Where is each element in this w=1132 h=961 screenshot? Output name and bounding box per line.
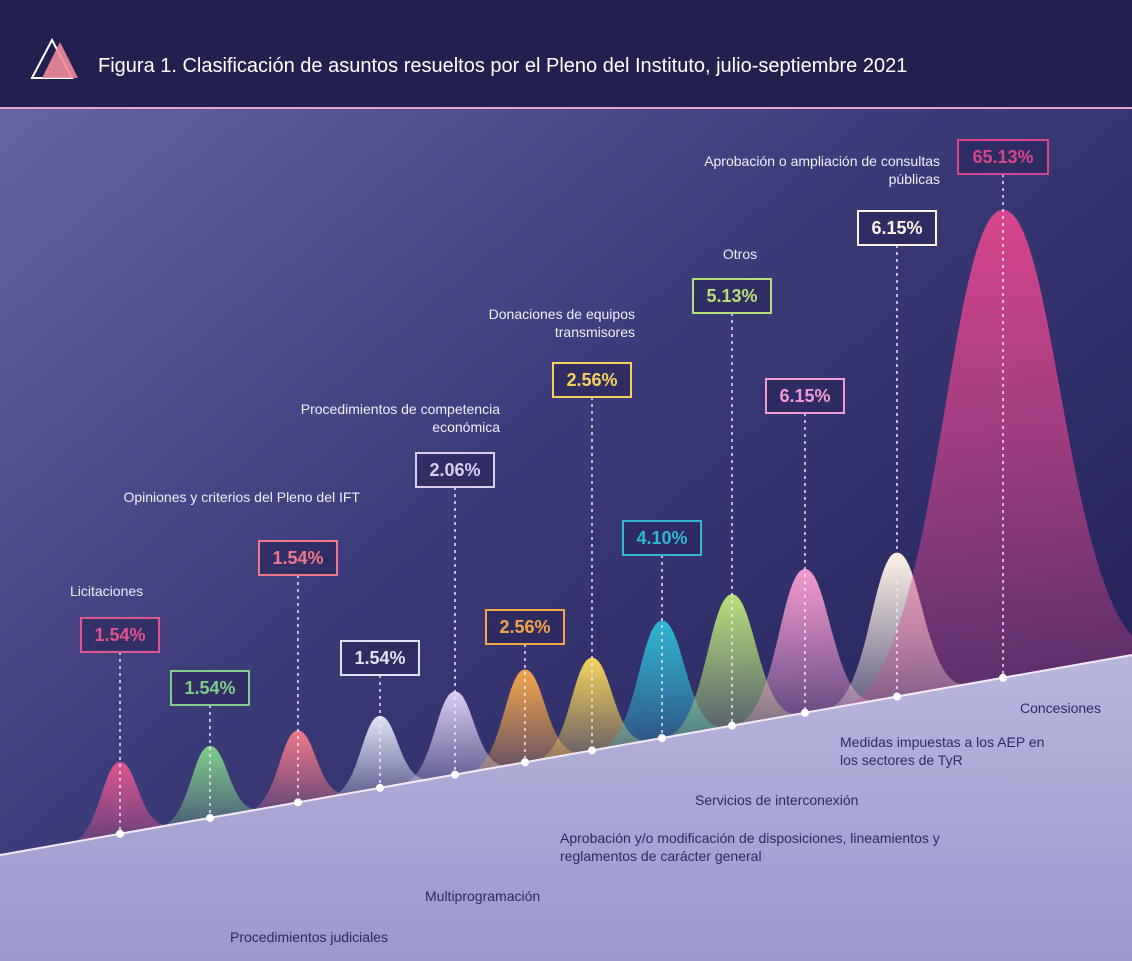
peaks	[69, 209, 1132, 843]
category-label: Otros	[722, 246, 758, 262]
value-box	[692, 278, 772, 314]
category-label: Licitaciones	[70, 583, 144, 599]
value-box	[258, 540, 338, 576]
value-label: 4.10%	[636, 528, 687, 548]
peak	[69, 761, 171, 843]
labels: 1.54% 1.54% 1.54% 1.54% 2.06% 2.56% 2.56% 4.10%…	[80, 139, 1049, 838]
anchor-dot	[116, 829, 124, 838]
anchor-dot	[893, 692, 901, 701]
peak	[734, 568, 876, 726]
anchor-dot	[588, 746, 596, 755]
category-label: Donaciones de equipos transmisores	[488, 306, 635, 340]
category-label: Procedimientos judiciales	[230, 929, 388, 945]
value-label: 2.06%	[429, 460, 480, 480]
anchor-dot	[294, 798, 302, 807]
category-label: Multiprogramación	[425, 888, 541, 904]
anchor-dot	[658, 734, 666, 743]
category-label: Aprobación y/o modificación de disposici…	[560, 830, 940, 864]
value-label: 65.13%	[972, 147, 1033, 167]
anchor-dot	[999, 673, 1007, 682]
chart-title: Figura 1. Clasificación de asuntos resue…	[98, 55, 907, 77]
value-box	[552, 362, 632, 398]
anchor-dot	[376, 783, 384, 792]
value-box	[170, 670, 250, 706]
ground	[0, 655, 1132, 961]
peak	[329, 715, 431, 797]
value-box	[415, 452, 495, 488]
value-box	[340, 640, 420, 676]
category-label: Opiniones y criterios del Pleno del IFT	[123, 489, 360, 505]
baseline	[0, 654, 1132, 856]
peak	[247, 730, 349, 812]
value-label: 1.54%	[354, 648, 405, 668]
value-label: 1.54%	[272, 548, 323, 568]
logo-fill	[42, 42, 78, 78]
value-box	[957, 139, 1049, 175]
anchor-dot	[801, 708, 809, 717]
category-label: Medidas impuestas a los AEP en los secto…	[840, 734, 1045, 768]
category-label: Procedimientos de competencia económica	[300, 401, 500, 435]
value-box	[485, 609, 565, 645]
anchor-dot	[728, 721, 736, 730]
category-label: Servicios de interconexión	[695, 792, 859, 808]
category-label: Concesiones	[1020, 700, 1101, 716]
peak	[469, 669, 581, 773]
peak	[159, 745, 261, 827]
value-label: 2.56%	[499, 617, 550, 637]
value-box	[622, 520, 702, 556]
peak	[401, 691, 509, 785]
value-box	[857, 210, 937, 246]
value-label: 2.56%	[566, 370, 617, 390]
value-label: 5.13%	[706, 286, 757, 306]
value-label: 1.54%	[94, 625, 145, 645]
value-box	[765, 378, 845, 414]
value-box	[80, 617, 160, 653]
category-label: Aprobación o ampliación de consultas púb…	[704, 153, 940, 187]
anchor-dot	[521, 758, 529, 767]
value-label: 6.15%	[779, 386, 830, 406]
value-label: 1.54%	[184, 678, 235, 698]
anchor-dot	[451, 770, 459, 779]
peak	[841, 209, 1132, 707]
anchor-dot	[206, 813, 214, 822]
header-band	[0, 0, 1132, 108]
value-label: 6.15%	[871, 218, 922, 238]
